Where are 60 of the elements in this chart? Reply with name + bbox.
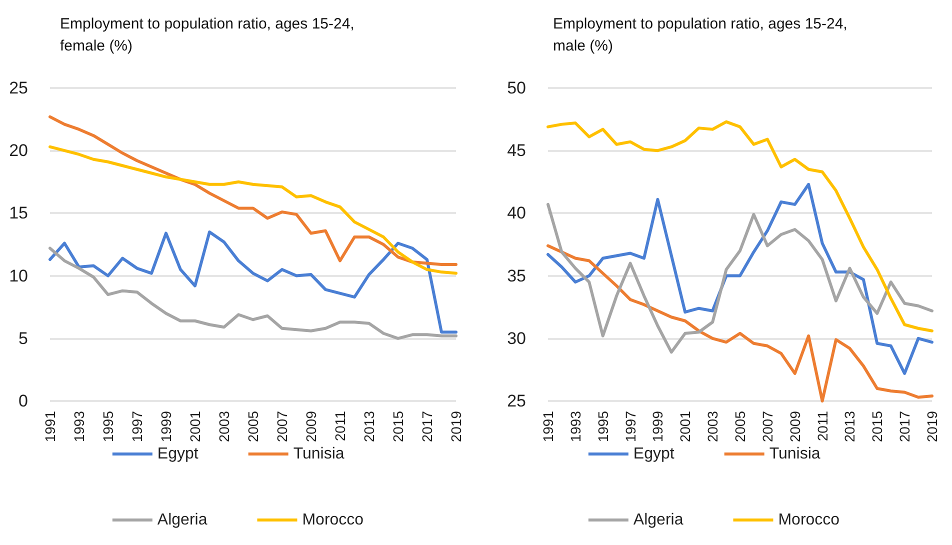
legend-label: Algeria — [633, 512, 684, 528]
y-tick-label: 0 — [18, 392, 28, 410]
legend-label: Tunisia — [293, 446, 344, 462]
x-tick-label: 1999 — [650, 410, 666, 442]
line-series — [48, 145, 458, 275]
chart-title: Employment to population ratio, ages 15-24, male (%) — [553, 16, 852, 54]
x-tick-label: 1997 — [622, 410, 638, 442]
legend-label: Egypt — [633, 446, 675, 462]
line-series — [546, 202, 934, 354]
x-tick-label: 2003 — [704, 410, 721, 442]
x-tick-label: 1995 — [100, 410, 116, 442]
x-tick-label: 2015 — [390, 410, 406, 442]
x-tick-label: 2019 — [448, 410, 464, 442]
x-tick-label: 2005 — [732, 410, 748, 442]
line-series — [546, 182, 934, 375]
x-tick-label: 2003 — [216, 410, 232, 442]
legend-label: Algeria — [157, 512, 208, 528]
line-series — [546, 120, 934, 332]
x-tick-label: 1999 — [158, 410, 174, 442]
y-tick-label: 45 — [507, 141, 526, 160]
line-series — [546, 244, 934, 402]
line-series — [48, 246, 458, 340]
x-tick-label: 2001 — [677, 410, 694, 442]
x-tick-label: 1991 — [540, 410, 556, 442]
y-tick-label: 25 — [9, 78, 28, 98]
x-tick-label: 2017 — [896, 410, 913, 442]
legend-label: Morocco — [778, 512, 840, 528]
y-tick-label: 15 — [9, 204, 28, 223]
legend-label: Tunisia — [769, 446, 820, 462]
x-tick-label: 2015 — [869, 410, 886, 442]
line-series — [48, 115, 458, 266]
legend-label: Egypt — [157, 446, 199, 462]
x-tick-label: 2009 — [786, 410, 803, 442]
x-tick-label: 2011 — [814, 410, 830, 442]
y-tick-label: 40 — [507, 204, 526, 223]
x-tick-label: 1995 — [594, 410, 611, 442]
chart-title: Employment to population ratio, ages 15-24, female (%) — [60, 16, 359, 54]
y-tick-label: 20 — [9, 141, 28, 160]
x-tick-label: 1993 — [567, 410, 584, 442]
x-tick-label: 2011 — [332, 410, 348, 442]
x-tick-label: 2005 — [245, 410, 261, 442]
y-tick-label: 30 — [507, 328, 526, 348]
x-tick-label: 2013 — [842, 410, 858, 442]
y-tick-label: 35 — [507, 266, 526, 286]
y-tick-label: 25 — [507, 392, 526, 410]
x-tick-label: 2013 — [361, 410, 377, 442]
y-tick-label: 10 — [9, 266, 28, 286]
y-tick-label: 50 — [507, 78, 526, 98]
x-tick-label: 2007 — [759, 410, 776, 442]
x-tick-label: 1993 — [71, 410, 87, 442]
x-tick-label: 2001 — [187, 410, 203, 442]
x-tick-label: 1997 — [129, 410, 145, 442]
x-tick-label: 2017 — [419, 410, 435, 442]
x-tick-label: 2009 — [303, 410, 319, 442]
x-tick-label: 2007 — [274, 410, 290, 442]
x-tick-label: 2019 — [924, 410, 940, 442]
y-tick-label: 5 — [18, 328, 28, 348]
legend-label: Morocco — [302, 512, 364, 528]
line-series — [48, 230, 458, 334]
x-tick-label: 1991 — [42, 410, 58, 442]
